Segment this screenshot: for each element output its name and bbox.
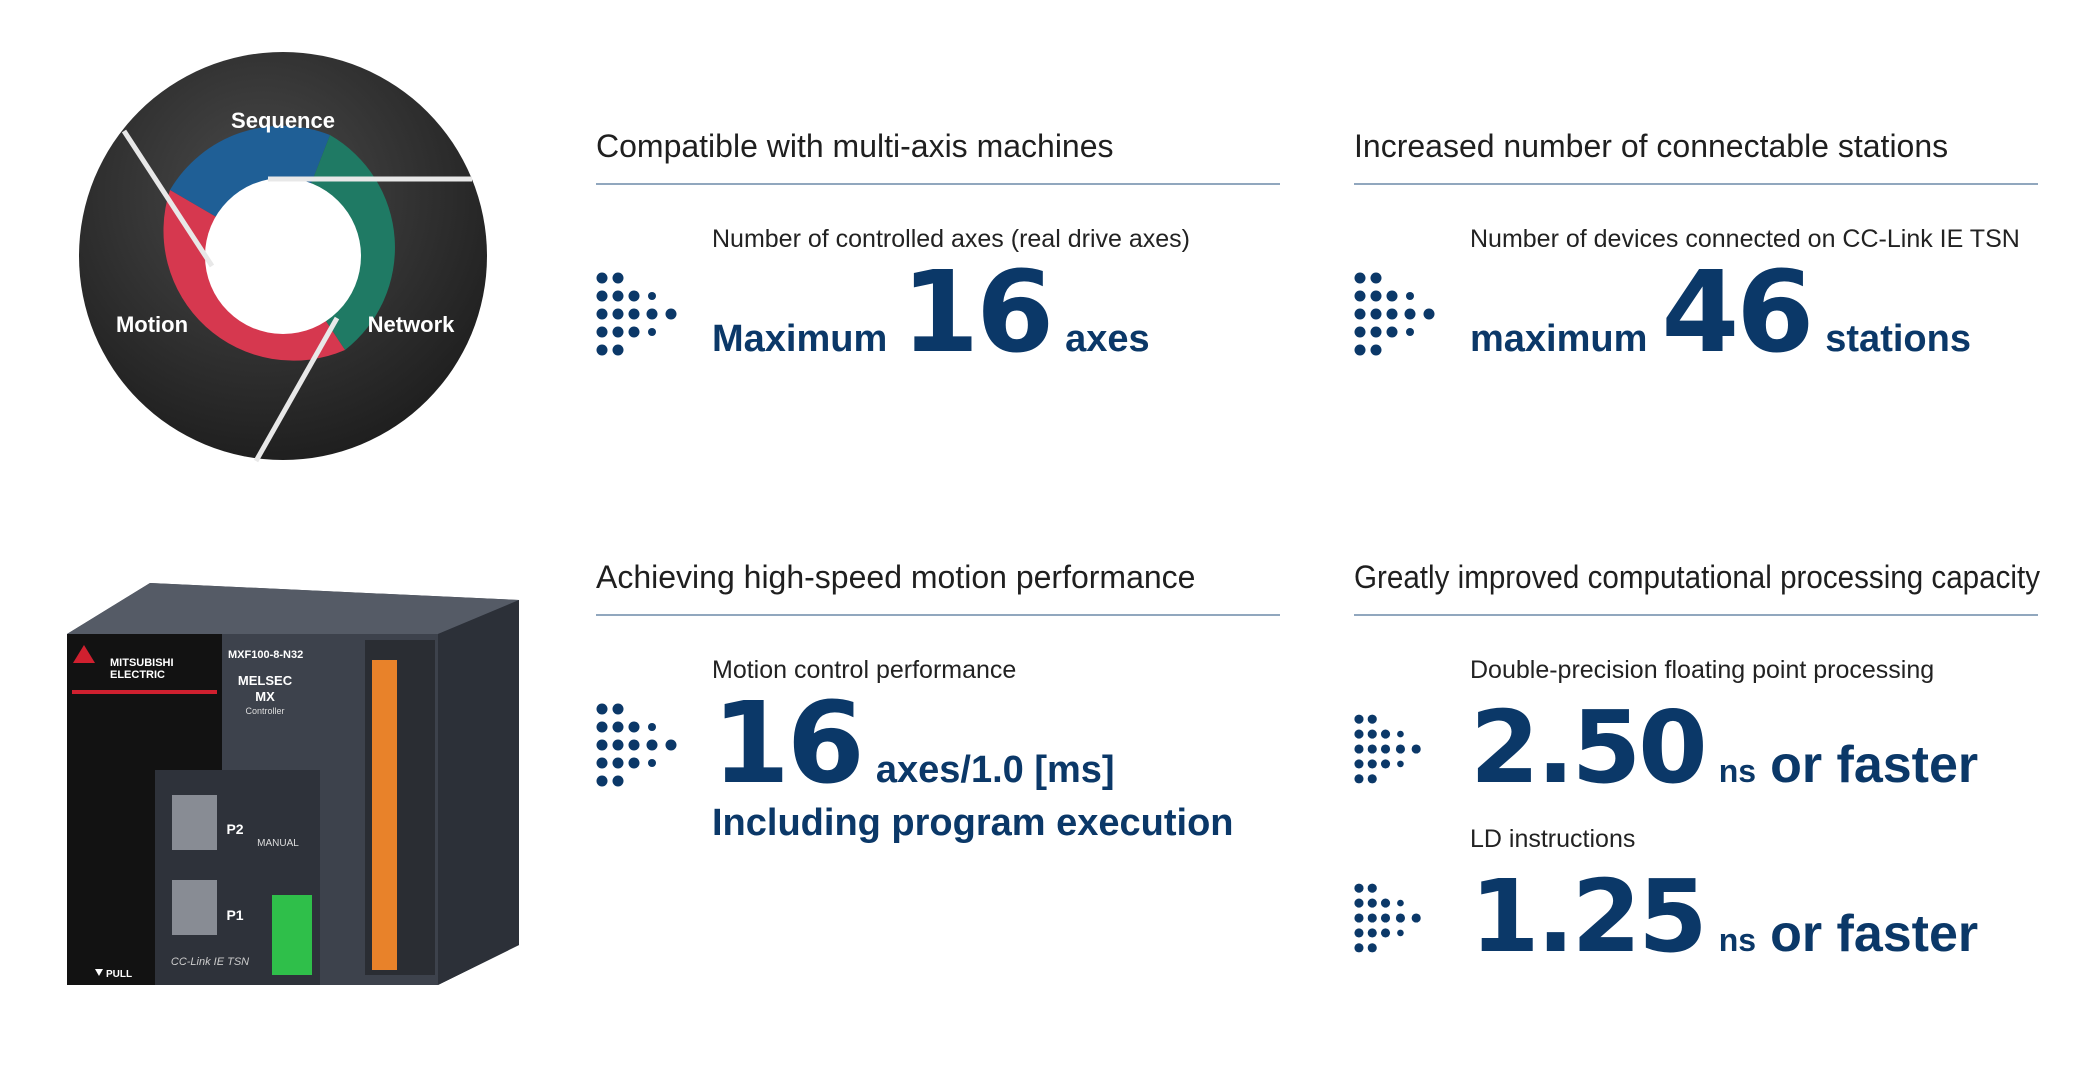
product-manual: MANUAL xyxy=(257,838,299,849)
metric-line: 1.25 ns or faster xyxy=(1470,858,1978,975)
feature-panel: Achieving high-speed motion performance M… xyxy=(596,559,1280,844)
metric-label: Double-precision floating point processi… xyxy=(1470,656,1934,684)
product-illustration: MITSUBISHI ELECTRIC MXF100-8-N32 MELSEC … xyxy=(67,583,519,985)
metric-value: 16 xyxy=(901,248,1051,378)
product-name: MX xyxy=(255,689,275,704)
wheel-cut xyxy=(121,129,215,268)
feature-panel: Increased number of connectable stations… xyxy=(1354,128,2038,378)
wheel-label: Motion xyxy=(116,312,188,337)
product-port: P1 xyxy=(226,907,243,923)
feature-panel: Compatible with multi-axis machines Numbe… xyxy=(596,128,1280,378)
metric-value: 2.50 xyxy=(1470,689,1705,806)
product-pull: PULL xyxy=(106,969,132,980)
feature-panels: Compatible with multi-axis machines Numbe… xyxy=(596,128,2040,975)
panel-heading: Greatly improved computational processin… xyxy=(1354,559,2040,595)
wheel-cut xyxy=(253,316,340,463)
metric-value: 1.25 xyxy=(1470,858,1705,975)
product-model: MXF100-8-N32 xyxy=(228,649,303,661)
panel-heading: Achieving high-speed motion performance xyxy=(596,559,1195,595)
function-wheel: Sequence Motion Network xyxy=(79,52,487,463)
arrow-dots xyxy=(1354,714,1421,784)
arrow-dots xyxy=(1354,883,1421,953)
metric-note: Including program execution xyxy=(712,802,1234,844)
arrow-dots xyxy=(596,703,677,787)
metric-prefix: Maximum xyxy=(712,318,887,360)
product-kind: Controller xyxy=(245,706,284,716)
metric-label: Motion control performance xyxy=(712,656,1016,684)
product-brand: ELECTRIC xyxy=(110,669,165,681)
metric-suffix: or faster xyxy=(1770,736,1978,794)
metric-value: 46 xyxy=(1661,248,1811,378)
arrow-dots xyxy=(596,272,677,356)
metric-prefix: maximum xyxy=(1470,318,1647,360)
metric-unit: ns xyxy=(1719,753,1756,789)
wheel-label: Network xyxy=(368,312,456,337)
metric-suffix: or faster xyxy=(1770,905,1978,963)
metric-line: 16 axes/1.0 [ms] xyxy=(712,679,1115,809)
metric-label: Number of controlled axes (real drive ax… xyxy=(712,225,1190,253)
metric-suffix: axes xyxy=(1065,318,1150,360)
product-network: CC-Link IE TSN xyxy=(171,956,249,968)
metric-label: Number of devices connected on CC-Link I… xyxy=(1470,225,2020,253)
feature-panel: Greatly improved computational processin… xyxy=(1354,559,2040,975)
metric-line: 2.50 ns or faster xyxy=(1470,689,1978,806)
panel-heading: Increased number of connectable stations xyxy=(1354,128,1948,164)
product-port: P2 xyxy=(226,821,243,837)
product-brand: MITSUBISHI xyxy=(110,657,174,669)
metric-value: 16 xyxy=(712,679,862,809)
metric-unit: ns xyxy=(1719,922,1756,958)
metric-line: maximum 46 stations xyxy=(1470,248,1971,378)
wheel-hole xyxy=(205,178,361,334)
metric-suffix: axes/1.0 [ms] xyxy=(876,749,1115,791)
product-series: MELSEC xyxy=(238,673,293,688)
arrow-dots xyxy=(1354,272,1435,356)
metric-suffix: stations xyxy=(1825,318,1971,360)
metric-label: LD instructions xyxy=(1470,825,1635,853)
panel-heading: Compatible with multi-axis machines xyxy=(596,128,1114,164)
metric-line: Maximum 16 axes xyxy=(712,248,1150,378)
wheel-label: Sequence xyxy=(231,108,335,133)
